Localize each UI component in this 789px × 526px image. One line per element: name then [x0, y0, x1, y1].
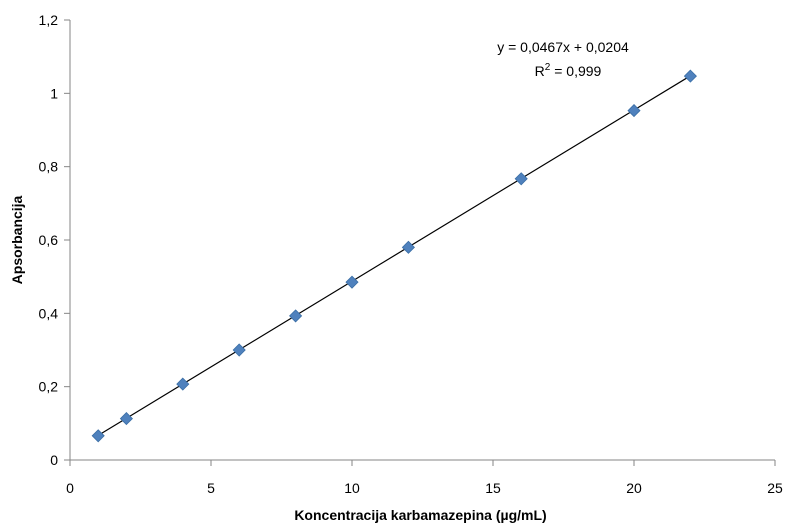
x-tick-label: 20: [626, 480, 642, 496]
y-tick-label: 1: [50, 85, 58, 101]
r-squared-value: = 0,999: [550, 63, 601, 79]
x-tick-label: 15: [485, 480, 501, 496]
data-point: [232, 343, 246, 357]
y-tick-label: 0,4: [39, 305, 59, 321]
data-point: [119, 412, 133, 426]
trendline-equation: y = 0,0467x + 0,0204: [497, 39, 629, 55]
data-point: [176, 377, 190, 391]
r-squared-symbol: R: [535, 63, 545, 79]
data-point: [289, 309, 303, 323]
data-point: [683, 69, 697, 83]
x-axis-title: Koncentracija karbamazepina (µg/mL): [294, 507, 546, 523]
r-squared-label: R2 = 0,999: [535, 62, 602, 79]
y-tick-label: 0: [50, 452, 58, 468]
y-tick-label: 1,2: [39, 12, 59, 28]
data-point: [401, 240, 415, 254]
data-point: [91, 429, 105, 443]
y-tick-label: 0,6: [39, 232, 59, 248]
data-points: [91, 69, 697, 443]
y-axis-title: Apsorbancija: [9, 195, 25, 284]
x-tick-label: 25: [767, 480, 783, 496]
data-point: [345, 275, 359, 289]
x-tick-label: 5: [207, 480, 215, 496]
x-tick-label: 10: [344, 480, 360, 496]
data-point: [627, 104, 641, 118]
plot-area: 0 0,2 0,4 0,6 0,8 1 1,2 0 5 10 15 20 25: [39, 12, 783, 496]
y-tick-label: 0,2: [39, 379, 59, 395]
trendline: [97, 75, 691, 436]
r-squared-exponent: 2: [545, 62, 551, 73]
x-tick-label: 0: [66, 480, 74, 496]
x-axis-ticks: 0 5 10 15 20 25: [66, 460, 783, 496]
y-tick-label: 0,8: [39, 159, 59, 175]
data-point: [514, 172, 528, 186]
y-axis-ticks: 0 0,2 0,4 0,6 0,8 1 1,2: [39, 12, 70, 468]
